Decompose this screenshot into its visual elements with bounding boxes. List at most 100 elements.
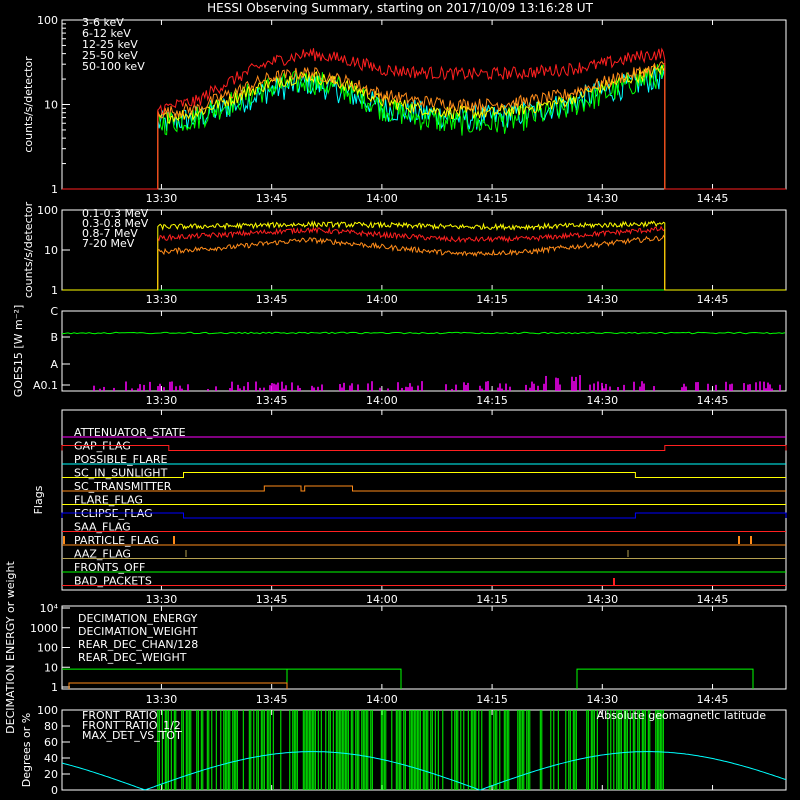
flag-label: ATTENUATOR_STATE — [74, 426, 186, 439]
y-axis-label: DECIMATION ENERGY or weight — [4, 560, 17, 733]
series-line-50-100-kev — [62, 64, 786, 190]
y-tick-label: 100 — [37, 704, 58, 717]
y-tick-label: 1 — [51, 681, 58, 694]
y-axis-label: Degrees or % — [20, 713, 33, 787]
decimation-energy-line — [62, 668, 402, 689]
flag-label: AAZ_FLAG — [74, 548, 131, 561]
x-tick-label: 14:45 — [697, 293, 729, 306]
legend-entry: 6-12 keV — [82, 27, 131, 40]
y-tick-label: 10 — [44, 99, 58, 112]
x-tick-label: 14:45 — [697, 593, 729, 606]
y-tick-label: B — [50, 331, 58, 344]
y-axis-label: counts/s/detector — [22, 201, 35, 298]
y-tick-label: 1 — [51, 284, 58, 297]
x-tick-label: 14:30 — [586, 394, 618, 407]
legend-entry: REAR_DEC_CHAN/128 — [78, 638, 198, 651]
series-line-0-3-0-8-mev — [62, 234, 786, 291]
y-tick-label: 100 — [37, 204, 58, 217]
x-tick-label: 14:00 — [366, 192, 398, 205]
legend-entry: FRONT_RATIO_1/2 — [82, 719, 181, 732]
x-tick-label: 13:45 — [256, 293, 288, 306]
y-tick-label: 100 — [37, 642, 58, 655]
goes-flux-line — [61, 331, 786, 335]
x-tick-label: 14:00 — [366, 394, 398, 407]
y-axis-label: counts/s/detector — [22, 56, 35, 153]
y-axis-label: Flags — [32, 485, 45, 514]
flag-label: PARTICLE_FLAG — [74, 534, 159, 547]
x-tick-label: 13:45 — [256, 593, 288, 606]
x-tick-label: 14:30 — [586, 693, 618, 706]
legend-entry: 7-20 MeV — [82, 237, 135, 250]
legend-entry: MAX_DET_VS_TOT — [82, 729, 182, 742]
x-tick-label: 13:30 — [146, 192, 178, 205]
flag-label: SC_IN_SUNLIGHT — [74, 467, 168, 480]
y-tick-label: 10 — [44, 661, 58, 674]
y-tick-label: C — [50, 305, 58, 318]
y-tick-label: A0.1 — [33, 379, 58, 392]
y-tick-label: 1 — [51, 183, 58, 196]
legend-entry: 25-50 keV — [82, 49, 138, 62]
x-tick-label: 13:45 — [256, 192, 288, 205]
x-tick-label: 13:45 — [256, 693, 288, 706]
y-tick-label: 10⁴ — [40, 602, 59, 615]
series-line-3-6-kev — [62, 47, 786, 190]
flag-label: FRONTS_OFF — [74, 561, 145, 574]
legend-entry: 0.3-0.8 MeV — [82, 217, 149, 230]
x-tick-label: 14:30 — [586, 293, 618, 306]
y-tick-label: 40 — [44, 752, 58, 765]
y-tick-label: 0 — [51, 784, 58, 797]
flag-line — [61, 445, 787, 451]
x-tick-label: 14:15 — [476, 593, 508, 606]
flag-label: SAA_FLAG — [74, 521, 131, 534]
y-tick-label: 20 — [44, 768, 58, 781]
x-tick-label: 13:30 — [146, 293, 178, 306]
x-tick-label: 14:30 — [586, 593, 618, 606]
panel-ratios — [61, 709, 787, 791]
x-tick-label: 14:45 — [697, 192, 729, 205]
figure-title: HESSI Observing Summary, starting on 201… — [207, 1, 593, 15]
y-tick-label: 60 — [44, 736, 58, 749]
y-tick-label: 1000 — [30, 622, 58, 635]
x-tick-label: 14:15 — [476, 192, 508, 205]
x-tick-label: 14:15 — [476, 693, 508, 706]
legend-entry: 3-6 keV — [82, 16, 124, 29]
legend-entry: 50-100 keV — [82, 60, 145, 73]
legend-entry: FRONT_RATIO — [82, 709, 158, 722]
flag-label: FLARE_FLAG — [74, 494, 143, 507]
x-tick-label: 13:30 — [146, 593, 178, 606]
series-line-6-12-kev — [62, 61, 786, 190]
series-line-25-50-kev — [62, 63, 786, 190]
legend-entry: DECIMATION_ENERGY — [78, 612, 198, 625]
x-tick-label: 14:15 — [476, 394, 508, 407]
x-tick-label: 14:30 — [586, 192, 618, 205]
x-tick-label: 14:00 — [366, 693, 398, 706]
x-tick-label: 13:30 — [146, 693, 178, 706]
panel-goes — [61, 310, 787, 392]
x-tick-label: 14:45 — [697, 394, 729, 407]
y-tick-label: 100 — [37, 14, 58, 27]
flag-label: SC_TRANSMITTER — [74, 480, 172, 493]
legend-entry: 0.1-0.3 MeV — [82, 207, 149, 220]
series-line-12-25-kev — [62, 64, 786, 190]
legend-entry: 0.8-7 MeV — [82, 227, 138, 240]
x-tick-label: 14:15 — [476, 293, 508, 306]
x-tick-label: 14:00 — [366, 593, 398, 606]
panel-flags — [61, 409, 787, 591]
y-tick-label: 10 — [44, 244, 58, 257]
flag-line — [62, 485, 786, 492]
x-tick-label: 14:00 — [366, 293, 398, 306]
x-tick-label: 14:45 — [697, 693, 729, 706]
flag-line — [62, 472, 786, 478]
decimation-weight-line — [68, 682, 288, 689]
flag-label: POSSIBLE_FLARE — [74, 453, 168, 466]
decimation-energy-line — [576, 668, 754, 689]
flag-label: BAD_PACKETS — [74, 575, 152, 588]
series-line-0-8-7-mev — [62, 220, 786, 291]
legend-entry: DECIMATION_WEIGHT — [78, 625, 198, 638]
x-tick-label: 13:45 — [256, 394, 288, 407]
legend-entry: Absolute geomagnetic latitude — [597, 709, 767, 722]
flag-line — [61, 512, 787, 519]
geomagnetic-latitude-line — [61, 751, 787, 791]
y-tick-label: A — [50, 358, 58, 371]
